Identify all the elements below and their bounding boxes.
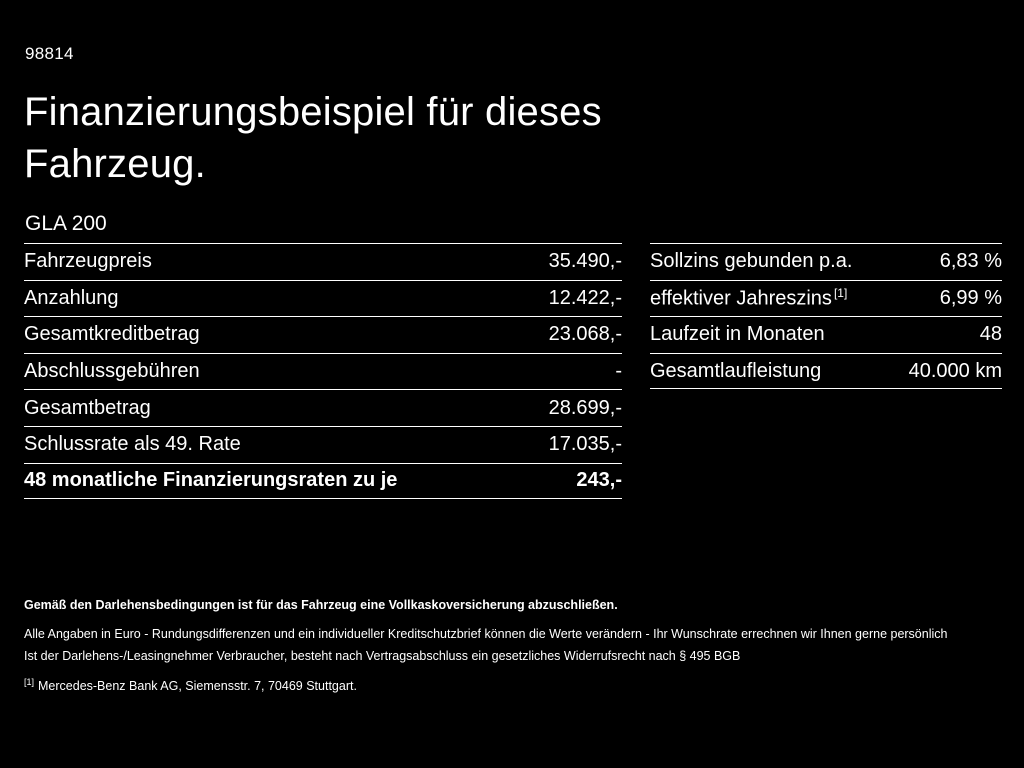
financing-table: Fahrzeugpreis 35.490,- Anzahlung 12.422,… <box>24 243 622 500</box>
row-label: Gesamtlaufleistung <box>650 359 822 382</box>
row-label: Abschlussgebühren <box>24 360 200 383</box>
row-value: 40.000 km <box>908 359 1002 382</box>
row-label: Laufzeit in Monaten <box>650 323 825 346</box>
conditions-table: Sollzins gebunden p.a. 6,83 % effektiver… <box>650 243 1002 390</box>
table-row-schlussrate: Schlussrate als 49. Rate 17.035,- <box>24 425 622 463</box>
row-value: 28.699,- <box>548 396 622 419</box>
footnote-marker: [1] <box>833 286 848 301</box>
table-row-anzahlung: Anzahlung 12.422,- <box>24 279 622 317</box>
footnote-disclaimer: Alle Angaben in Euro - Rundungsdifferenz… <box>24 627 948 641</box>
row-label: Fahrzeugpreis <box>24 250 152 273</box>
row-value: 17.035,- <box>548 433 622 456</box>
table-row-effektiver-jahreszins: effektiver Jahreszins [1] 6,99 % <box>650 279 1002 317</box>
row-label: effektiver Jahreszins [1] <box>650 286 847 311</box>
reference-text: Mercedes-Benz Bank AG, Siemensstr. 7, 70… <box>38 679 357 694</box>
row-label-text: effektiver Jahreszins <box>650 287 832 310</box>
vehicle-model: GLA 200 <box>25 212 107 235</box>
footnote-legal: Ist der Darlehens-/Leasingnehmer Verbrau… <box>24 649 741 663</box>
row-value: 35.490,- <box>548 250 622 273</box>
row-value: - <box>615 360 622 383</box>
row-label: Sollzins gebunden p.a. <box>650 250 853 273</box>
table-row-sollzins: Sollzins gebunden p.a. 6,83 % <box>650 243 1002 280</box>
row-value: 23.068,- <box>548 323 622 346</box>
reference-marker: [1] <box>24 677 35 687</box>
footnote-insurance: Gemäß den Darlehensbedingungen ist für d… <box>24 598 618 612</box>
page-id: 98814 <box>25 44 74 63</box>
row-value: 243,- <box>576 469 622 492</box>
page-title-line2: Fahrzeug. <box>24 142 206 186</box>
row-label: Anzahlung <box>24 286 119 309</box>
page-title: Finanzierungsbeispiel für dieses Fahrzeug… <box>24 86 602 190</box>
table-row-fahrzeugpreis: Fahrzeugpreis 35.490,- <box>24 243 622 280</box>
row-label: Schlussrate als 49. Rate <box>24 433 241 456</box>
row-label: Gesamtkreditbetrag <box>24 323 200 346</box>
table-row-gesamtlaufleistung: Gesamtlaufleistung 40.000 km <box>650 352 1002 390</box>
row-label: Gesamtbetrag <box>24 396 151 419</box>
row-value: 48 <box>979 323 1002 346</box>
row-label: 48 monatliche Finanzierungsraten zu je <box>24 469 398 492</box>
table-row-monatsrate: 48 monatliche Finanzierungsraten zu je 2… <box>24 462 622 500</box>
page-title-line1: Finanzierungsbeispiel für dieses <box>24 90 602 134</box>
footnote-reference: [1] Mercedes-Benz Bank AG, Siemensstr. 7,… <box>24 674 1002 694</box>
table-row-abschlussgebuehren: Abschlussgebühren - <box>24 352 622 390</box>
table-row-laufzeit: Laufzeit in Monaten 48 <box>650 316 1002 353</box>
table-row-gesamtkreditbetrag: Gesamtkreditbetrag 23.068,- <box>24 316 622 353</box>
row-value: 12.422,- <box>548 286 622 309</box>
row-value: 6,83 % <box>939 250 1002 273</box>
row-value: 6,99 % <box>939 286 1002 309</box>
footnotes-section: Gemäß den Darlehensbedingungen ist für d… <box>24 597 1002 694</box>
table-row-gesamtbetrag: Gesamtbetrag 28.699,- <box>24 389 622 426</box>
